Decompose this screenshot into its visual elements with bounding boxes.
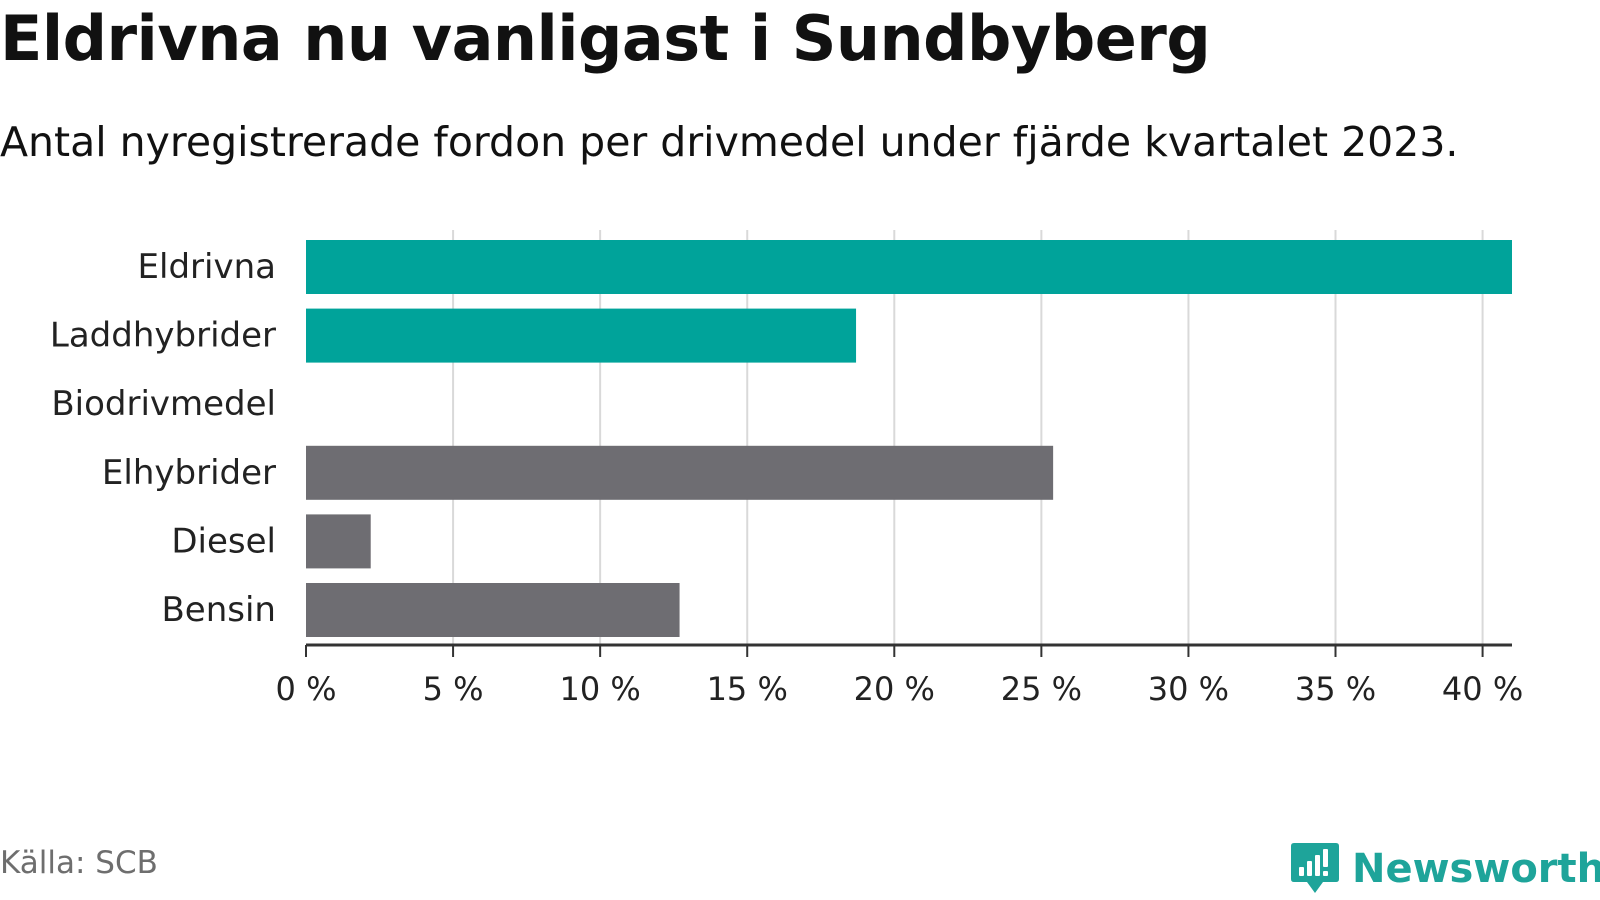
- x-axis: 0 % 5 % 10 % 15 % 20 % 25 % 30 % 35 % 40 %: [276, 643, 1523, 708]
- x-tick-label: 40 %: [1442, 670, 1523, 708]
- category-label: Elhybrider: [102, 453, 276, 493]
- category-label: Eldrivna: [138, 247, 276, 287]
- newsworthy-logo: Newsworthy: [1290, 841, 1600, 897]
- newsworthy-logo-icon: [1291, 843, 1339, 893]
- gridlines: [452, 230, 1484, 645]
- category-label: Laddhybrider: [50, 316, 276, 356]
- x-tick-label: 30 %: [1148, 670, 1229, 708]
- bar-bensin: [306, 583, 680, 637]
- category-labels: Eldrivna Laddhybrider Biodrivmedel Elhybrid…: [50, 247, 276, 630]
- bar-diesel: [306, 514, 371, 569]
- bar-elhybrider: [306, 445, 1054, 500]
- x-tick-label: 10 %: [559, 670, 640, 708]
- x-tick-label: 35 %: [1295, 670, 1376, 708]
- category-label: Bensin: [161, 590, 276, 630]
- category-label: Diesel: [171, 521, 276, 561]
- chart-subtitle: Antal nyregistrerade fordon per drivmede…: [0, 118, 1459, 166]
- newsworthy-logo-text: Newsworthy: [1352, 846, 1600, 892]
- bars: [306, 240, 1512, 637]
- bar-eldrivna: [306, 240, 1512, 294]
- x-tick-label: 0 %: [276, 670, 337, 708]
- category-label: Biodrivmedel: [51, 384, 276, 424]
- x-tick-label: 25 %: [1001, 670, 1082, 708]
- bar-laddhybrider: [306, 308, 857, 363]
- source-note: Källa: SCB: [0, 845, 158, 881]
- chart-title: Eldrivna nu vanligast i Sundbyberg: [0, 2, 1211, 75]
- x-tick-label: 5 %: [423, 670, 484, 708]
- x-tick-label: 15 %: [707, 670, 788, 708]
- x-tick-label: 20 %: [854, 670, 935, 708]
